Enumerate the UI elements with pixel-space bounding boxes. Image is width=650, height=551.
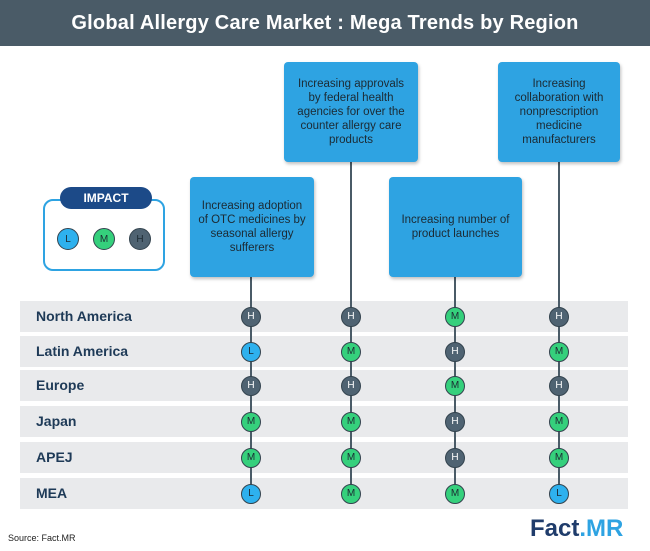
impact-badge: L [241, 483, 261, 504]
impact-badge: M [549, 341, 569, 362]
impact-badge: H [341, 306, 361, 327]
impact-badge: M [549, 411, 569, 432]
source-note: Source: Fact.MR [8, 533, 76, 543]
region-row-background [20, 301, 628, 332]
impact-badge: M [549, 447, 569, 468]
region-label: North America [36, 308, 132, 324]
region-row-background [20, 336, 628, 367]
trend-connector-line [350, 162, 352, 494]
trend-box-federal-approvals: Increasing approvals by federal health a… [284, 62, 418, 162]
legend-medium-badge: M [93, 228, 115, 250]
region-label: Japan [36, 413, 77, 429]
impact-badge: M [445, 483, 465, 504]
impact-badge: M [341, 341, 361, 362]
impact-badge: H [549, 375, 569, 396]
region-label: MEA [36, 485, 68, 501]
region-row-background [20, 406, 628, 437]
impact-badge: H [445, 411, 465, 432]
impact-legend-title: IMPACT [60, 187, 152, 209]
region-label: Europe [36, 377, 85, 393]
impact-badge: M [445, 306, 465, 327]
legend-high-badge: H [129, 228, 151, 250]
page-title: Global Allergy Care Market : Mega Trends… [0, 0, 650, 46]
factmr-logo: Fact .MR [530, 515, 645, 543]
impact-badge: M [341, 483, 361, 504]
trend-box-collaboration: Increasing collaboration with nonprescri… [498, 62, 620, 162]
logo-part-1: Fact [530, 515, 580, 542]
impact-badge: M [241, 411, 261, 432]
impact-badge: L [241, 341, 261, 362]
impact-badge: H [549, 306, 569, 327]
impact-badge: M [241, 447, 261, 468]
trend-connector-line [558, 162, 560, 494]
impact-badge: L [549, 483, 569, 504]
impact-badge: H [445, 341, 465, 362]
impact-badge: H [341, 375, 361, 396]
impact-badge: M [341, 447, 361, 468]
trend-box-product-launches: Increasing number of product launches [389, 177, 522, 277]
region-label: APEJ [36, 449, 73, 465]
impact-badge: H [241, 375, 261, 396]
region-row-background [20, 478, 628, 509]
trend-box-otc-adoption: Increasing adoption of OTC medicines by … [190, 177, 314, 277]
region-label: Latin America [36, 343, 129, 359]
impact-badge: H [445, 447, 465, 468]
region-row-background [20, 370, 628, 401]
impact-badge: H [241, 306, 261, 327]
region-row-background [20, 442, 628, 473]
logo-part-2: .MR [579, 515, 624, 542]
legend-low-badge: L [57, 228, 79, 250]
impact-badge: M [341, 411, 361, 432]
impact-badge: M [445, 375, 465, 396]
